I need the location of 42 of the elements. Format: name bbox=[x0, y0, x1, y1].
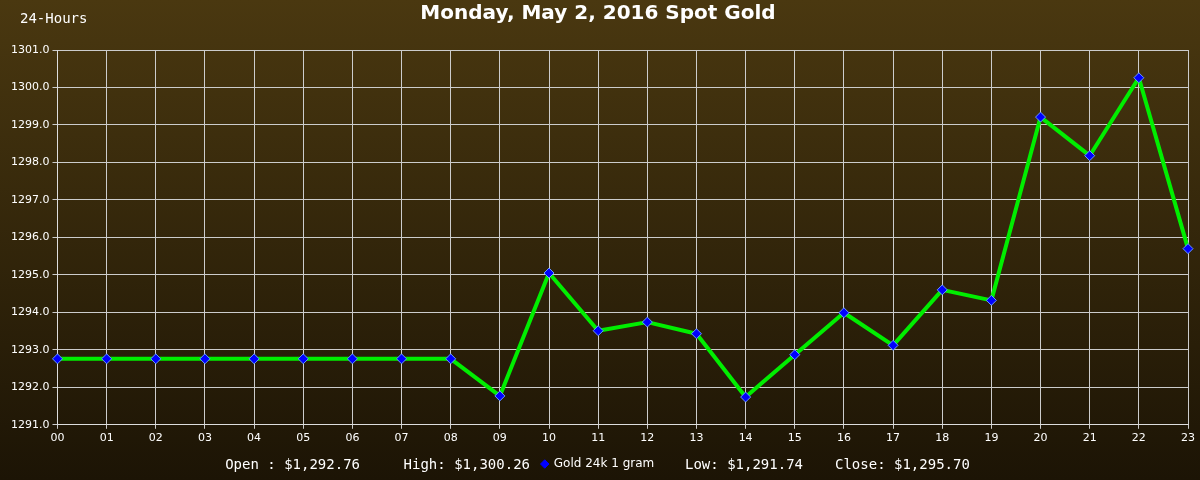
x-tick-label: 20 bbox=[1033, 431, 1048, 445]
x-tick-label: 11 bbox=[591, 431, 606, 445]
x-tick-label: 14 bbox=[738, 431, 753, 445]
y-tick-label: 1293.0 bbox=[10, 342, 50, 356]
y-tick-label: 1297.0 bbox=[10, 192, 50, 206]
x-tick-label: 16 bbox=[836, 431, 851, 445]
x-tick-label: 18 bbox=[935, 431, 950, 445]
x-tick-label: 06 bbox=[345, 431, 360, 445]
x-tick-label: 04 bbox=[247, 431, 262, 445]
x-tick-label: 08 bbox=[443, 431, 458, 445]
text: Low: $1,291.74 bbox=[685, 456, 804, 472]
y-tick-label: 1300.0 bbox=[10, 80, 50, 94]
x-tick-label: 09 bbox=[492, 431, 507, 445]
y-tick-label: 1295.0 bbox=[10, 267, 50, 281]
x-tick-label: 07 bbox=[394, 431, 409, 445]
x-tick-label: 19 bbox=[984, 431, 999, 445]
y-tick-label: 1298.0 bbox=[10, 155, 50, 169]
text: High: $1,300.26 bbox=[403, 456, 530, 472]
x-tick-label: 17 bbox=[886, 431, 901, 445]
legend-label: Gold 24k 1 gram bbox=[553, 456, 655, 471]
y-tick-label: 1299.0 bbox=[10, 117, 50, 131]
x-tick-label: 00 bbox=[50, 431, 65, 445]
x-tick-label: 02 bbox=[148, 431, 163, 445]
y-tick-label: 1296.0 bbox=[10, 230, 50, 244]
x-tick-label: 22 bbox=[1131, 431, 1146, 445]
y-tick-label: 1301.0 bbox=[10, 42, 50, 56]
y-tick-label: 1294.0 bbox=[10, 305, 50, 319]
y-tick-label: 1291.0 bbox=[10, 417, 50, 431]
x-tick-label: 13 bbox=[689, 431, 704, 445]
x-tick-label: 23 bbox=[1181, 431, 1195, 445]
chart-title: Monday, May 2, 2016 Spot Gold bbox=[420, 0, 776, 25]
text: Close: $1,295.70 bbox=[835, 456, 970, 472]
x-tick-label: 03 bbox=[197, 431, 212, 445]
x-tick-label: 10 bbox=[542, 431, 557, 445]
x-tick-label: 12 bbox=[640, 431, 655, 445]
x-tick-label: 05 bbox=[296, 431, 311, 445]
x-tick-label: 21 bbox=[1082, 431, 1097, 445]
x-tick-label: 01 bbox=[99, 431, 114, 445]
text: Open : $1,292.76 bbox=[225, 456, 360, 472]
text: 24-Hours bbox=[20, 10, 88, 26]
y-tick-label: 1292.0 bbox=[10, 380, 50, 394]
x-tick-label: 15 bbox=[787, 431, 802, 445]
